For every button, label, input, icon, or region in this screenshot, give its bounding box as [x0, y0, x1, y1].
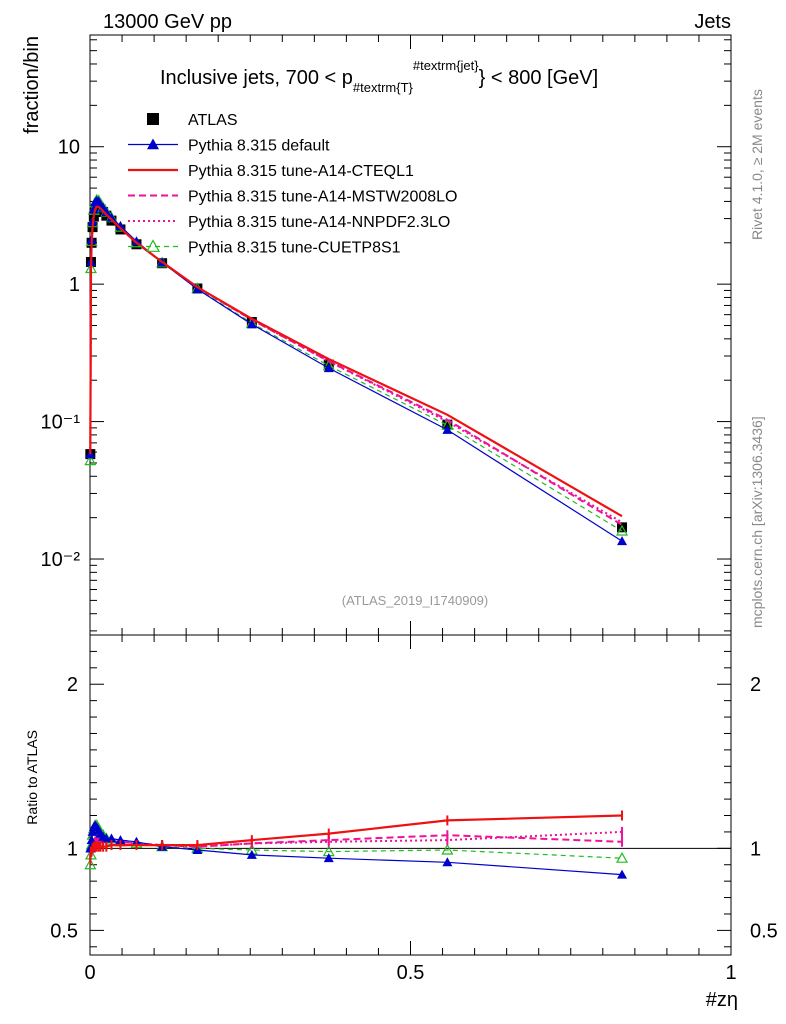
analysis-id: (ATLAS_2019_I1740909): [342, 593, 488, 608]
data-point: [616, 524, 629, 536]
axes-layer: 0 0.5 1 10⁻² 10⁻¹ 1 10 0.5 0.5 1 1 2 2: [41, 35, 778, 984]
legend-label: Pythia 8.315 tune-A14-MSTW2008LO: [188, 189, 457, 206]
ratio-tick-label: 1: [67, 838, 78, 860]
data-point: [84, 454, 97, 466]
series-layer: [84, 193, 629, 879]
ratio-point: [617, 869, 628, 879]
ratio-y-axis-label: Ratio to ATLAS: [24, 730, 40, 825]
series-2: [89, 205, 624, 865]
chart-title-tail: } < 800 [GeV]: [479, 67, 599, 89]
ratio-series-line: [89, 814, 623, 860]
legend-marker: [147, 113, 159, 125]
legend-marker: [147, 138, 159, 150]
chart-title-main: Inclusive jets, 700 < p: [160, 67, 353, 89]
ratio-point: [106, 833, 117, 843]
data-point: [192, 284, 203, 294]
legend: ATLAS Pythia 8.315 default Pythia 8.315 tu…: [128, 112, 457, 257]
data-point: [106, 212, 117, 222]
ratio-point: [441, 843, 454, 855]
y-tick-label: 10: [58, 137, 80, 159]
data-point: [617, 522, 628, 533]
ratio-tick-label-right: 2: [750, 674, 761, 696]
header-right: Jets: [694, 11, 731, 33]
series-5: [84, 193, 629, 870]
legend-item-4: Pythia 8.315 tune-A14-NNPDF2.3LO: [128, 214, 450, 231]
x-tick-label: 0.5: [397, 962, 425, 984]
ratio-panel-frame: [89, 634, 732, 956]
data-point: [442, 419, 453, 430]
x-axis-label: #zη: [706, 989, 738, 1011]
ratio-point: [616, 851, 629, 863]
legend-label: Pythia 8.315 tune-CUETP8S1: [188, 240, 401, 257]
data-point: [323, 363, 334, 373]
x-tick-label: 1: [725, 962, 736, 984]
ratio-series-line: [90, 824, 623, 876]
mcplots-label: mcplots.cern.ch [arXiv:1306.3436]: [749, 416, 765, 628]
y-tick-label: 1: [69, 274, 80, 296]
legend-marker: [145, 239, 161, 252]
data-point: [115, 220, 126, 230]
legend-label: ATLAS: [188, 112, 238, 129]
series-4: [89, 205, 624, 860]
ratio-point: [115, 835, 126, 845]
ratio-point: [84, 858, 97, 870]
series-line: [89, 205, 623, 518]
ratio-point: [442, 857, 453, 867]
data-point: [131, 236, 142, 246]
chart-title-sub: #textrm{T}: [353, 80, 414, 95]
chart-title: Inclusive jets, 700 < p#textrm{T} #textrm…: [160, 58, 598, 95]
ratio-tick-label-right: 1: [750, 838, 761, 860]
header-left: 13000 GeV pp: [103, 11, 232, 33]
y-tick-label: 10⁻²: [41, 549, 81, 571]
rivet-label: Rivet 4.1.0, ≥ 2M events: [749, 89, 765, 240]
legend-item-2: Pythia 8.315 tune-A14-CTEQL1: [128, 163, 414, 180]
series-3: [89, 205, 624, 862]
legend-label: Pythia 8.315 tune-A14-CTEQL1: [188, 163, 414, 180]
ratio-tick-label: 0.5: [50, 920, 78, 942]
data-point: [617, 536, 628, 546]
legend-item-0: ATLAS: [147, 112, 238, 129]
ratio-tick-label: 2: [67, 674, 78, 696]
legend-item-5: Pythia 8.315 tune-CUETP8S1: [128, 239, 401, 257]
legend-label: Pythia 8.315 default: [188, 138, 330, 155]
main-panel-frame: [89, 34, 732, 636]
x-tick-label: 0: [84, 962, 95, 984]
ratio-tick-label-right: 0.5: [750, 920, 778, 942]
y-tick-label: 10⁻¹: [41, 412, 81, 434]
data-point: [88, 204, 99, 214]
ratio-point: [246, 849, 257, 859]
data-point: [246, 319, 257, 329]
chart-title-sup: #textrm{jet}: [413, 58, 479, 73]
data-point: [101, 206, 112, 216]
series-1: [85, 195, 628, 879]
ratio-point: [323, 853, 334, 863]
legend-item-3: Pythia 8.315 tune-A14-MSTW2008LO: [128, 189, 457, 206]
legend-label: Pythia 8.315 tune-A14-NNPDF2.3LO: [188, 214, 450, 231]
data-point: [442, 424, 453, 434]
legend-item-1: Pythia 8.315 default: [128, 138, 330, 155]
y-axis-label: fraction/bin: [21, 36, 43, 134]
